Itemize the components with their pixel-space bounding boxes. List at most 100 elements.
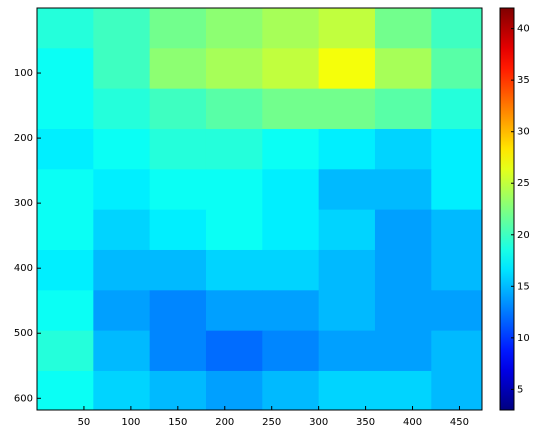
heatmap-cell bbox=[93, 48, 151, 90]
x-tick-label: 350 bbox=[356, 417, 375, 428]
heatmap-cell bbox=[318, 209, 376, 251]
heatmap-cell bbox=[374, 169, 432, 211]
heatmap-cell bbox=[431, 48, 483, 90]
x-tick-label: 200 bbox=[215, 417, 234, 428]
x-tick-label: 400 bbox=[403, 417, 422, 428]
heatmap-cell bbox=[262, 330, 320, 372]
heatmap-cell bbox=[431, 290, 483, 332]
heatmap-cell bbox=[93, 88, 151, 130]
heatmap-cell bbox=[262, 88, 320, 130]
heatmap-cell bbox=[205, 290, 263, 332]
heatmap-cell bbox=[205, 88, 263, 130]
heatmap-cell bbox=[205, 8, 263, 49]
heatmap-cell bbox=[149, 370, 207, 411]
heatmap-cell bbox=[205, 249, 263, 291]
heatmap-cell bbox=[431, 88, 483, 130]
heatmap-cell bbox=[374, 48, 432, 90]
heatmap-cell bbox=[93, 8, 151, 49]
x-tick-label: 450 bbox=[450, 417, 469, 428]
heatmap-cell bbox=[318, 48, 376, 90]
heatmap-cell bbox=[262, 370, 320, 411]
heatmap-cell bbox=[262, 48, 320, 90]
heatmap-cell bbox=[205, 128, 263, 170]
heatmap-cell bbox=[149, 48, 207, 90]
heatmap-cell bbox=[37, 249, 94, 291]
colorbar-tick-label: 35 bbox=[517, 75, 530, 86]
x-tick-label: 300 bbox=[309, 417, 328, 428]
heatmap-cell bbox=[93, 370, 151, 411]
x-tick-label: 150 bbox=[168, 417, 187, 428]
y-tick-label: 600 bbox=[14, 393, 33, 404]
heatmap-cell bbox=[37, 169, 94, 211]
heatmap-cell bbox=[431, 370, 483, 411]
heatmap-cell bbox=[93, 169, 151, 211]
colorbar bbox=[499, 7, 515, 411]
heatmap-cell bbox=[93, 290, 151, 332]
heatmap-cell bbox=[374, 290, 432, 332]
plot-frame bbox=[36, 7, 483, 411]
heatmap-cell bbox=[149, 249, 207, 291]
colorbar-tick-label: 40 bbox=[517, 24, 530, 35]
x-tick-label: 250 bbox=[262, 417, 281, 428]
heatmap-cell bbox=[374, 370, 432, 411]
colorbar-tick-label: 20 bbox=[517, 230, 530, 241]
heatmap-cell bbox=[431, 209, 483, 251]
heatmap-cell bbox=[431, 330, 483, 372]
x-tick-label: 100 bbox=[121, 417, 140, 428]
heatmap-cell bbox=[262, 128, 320, 170]
heatmap-cell bbox=[205, 169, 263, 211]
heatmap-cell bbox=[37, 330, 94, 372]
x-tick-label: 50 bbox=[78, 417, 91, 428]
y-tick-label: 500 bbox=[14, 328, 33, 339]
y-tick-label: 400 bbox=[14, 263, 33, 274]
heatmap-cell bbox=[37, 88, 94, 130]
heatmap-cell bbox=[93, 249, 151, 291]
heatmap-cell bbox=[205, 48, 263, 90]
y-tick-label: 200 bbox=[14, 133, 33, 144]
colorbar-tick-label: 30 bbox=[517, 127, 530, 138]
heatmap-cell bbox=[37, 48, 94, 90]
heatmap-cell bbox=[318, 249, 376, 291]
heatmap-cell bbox=[318, 8, 376, 49]
heatmap-cell bbox=[93, 330, 151, 372]
heatmap-cell bbox=[262, 290, 320, 332]
heatmap-cell bbox=[374, 330, 432, 372]
heatmap-cell bbox=[205, 209, 263, 251]
heatmap-cell bbox=[374, 128, 432, 170]
heatmap-cell bbox=[431, 249, 483, 291]
heatmap-cell bbox=[318, 128, 376, 170]
heatmap-cell bbox=[431, 8, 483, 49]
heatmap-cell bbox=[149, 330, 207, 372]
heatmap-cell bbox=[318, 330, 376, 372]
heatmap-cell bbox=[205, 330, 263, 372]
heatmap-cell bbox=[37, 128, 94, 170]
heatmap-cell bbox=[37, 290, 94, 332]
heatmap-cell bbox=[149, 88, 207, 130]
heatmap-cell bbox=[37, 209, 94, 251]
y-tick-label: 100 bbox=[14, 68, 33, 79]
heatmap-cell bbox=[431, 128, 483, 170]
colorbar-tick-label: 25 bbox=[517, 178, 530, 189]
heatmap-cell bbox=[262, 249, 320, 291]
heatmap-cell bbox=[431, 169, 483, 211]
heatmap-cell bbox=[374, 8, 432, 49]
colorbar-tick-label: 15 bbox=[517, 281, 530, 292]
heatmap-cell bbox=[93, 209, 151, 251]
heatmap-cell bbox=[374, 88, 432, 130]
heatmap-cell bbox=[37, 8, 94, 49]
heatmap-cell bbox=[318, 290, 376, 332]
heatmap-cell bbox=[149, 8, 207, 49]
colorbar-tick-label: 5 bbox=[517, 384, 523, 395]
heatmap-cell bbox=[374, 249, 432, 291]
heatmap-cell bbox=[318, 370, 376, 411]
heatmap-cell bbox=[149, 209, 207, 251]
heatmap-cell bbox=[262, 169, 320, 211]
colorbar-tick-label: 10 bbox=[517, 333, 530, 344]
heatmap-cell bbox=[93, 128, 151, 170]
heatmap-cell bbox=[149, 128, 207, 170]
heatmap-cell bbox=[149, 290, 207, 332]
heatmap-cell bbox=[262, 209, 320, 251]
heatmap-cell bbox=[205, 370, 263, 411]
heatmap-cell bbox=[37, 370, 94, 411]
